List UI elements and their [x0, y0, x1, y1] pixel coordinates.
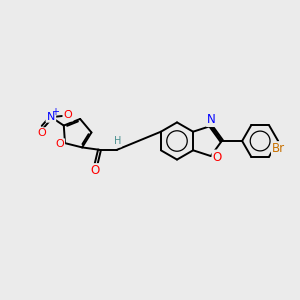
Text: O: O: [213, 151, 222, 164]
Text: N: N: [47, 112, 55, 122]
Text: O: O: [90, 164, 99, 177]
Text: Br: Br: [272, 142, 285, 155]
Text: H: H: [113, 136, 121, 146]
Text: N: N: [207, 113, 216, 126]
Text: +: +: [51, 107, 59, 117]
Text: O: O: [64, 110, 72, 120]
Text: O: O: [55, 139, 64, 149]
Text: O: O: [37, 128, 46, 138]
Text: -: -: [66, 106, 70, 116]
